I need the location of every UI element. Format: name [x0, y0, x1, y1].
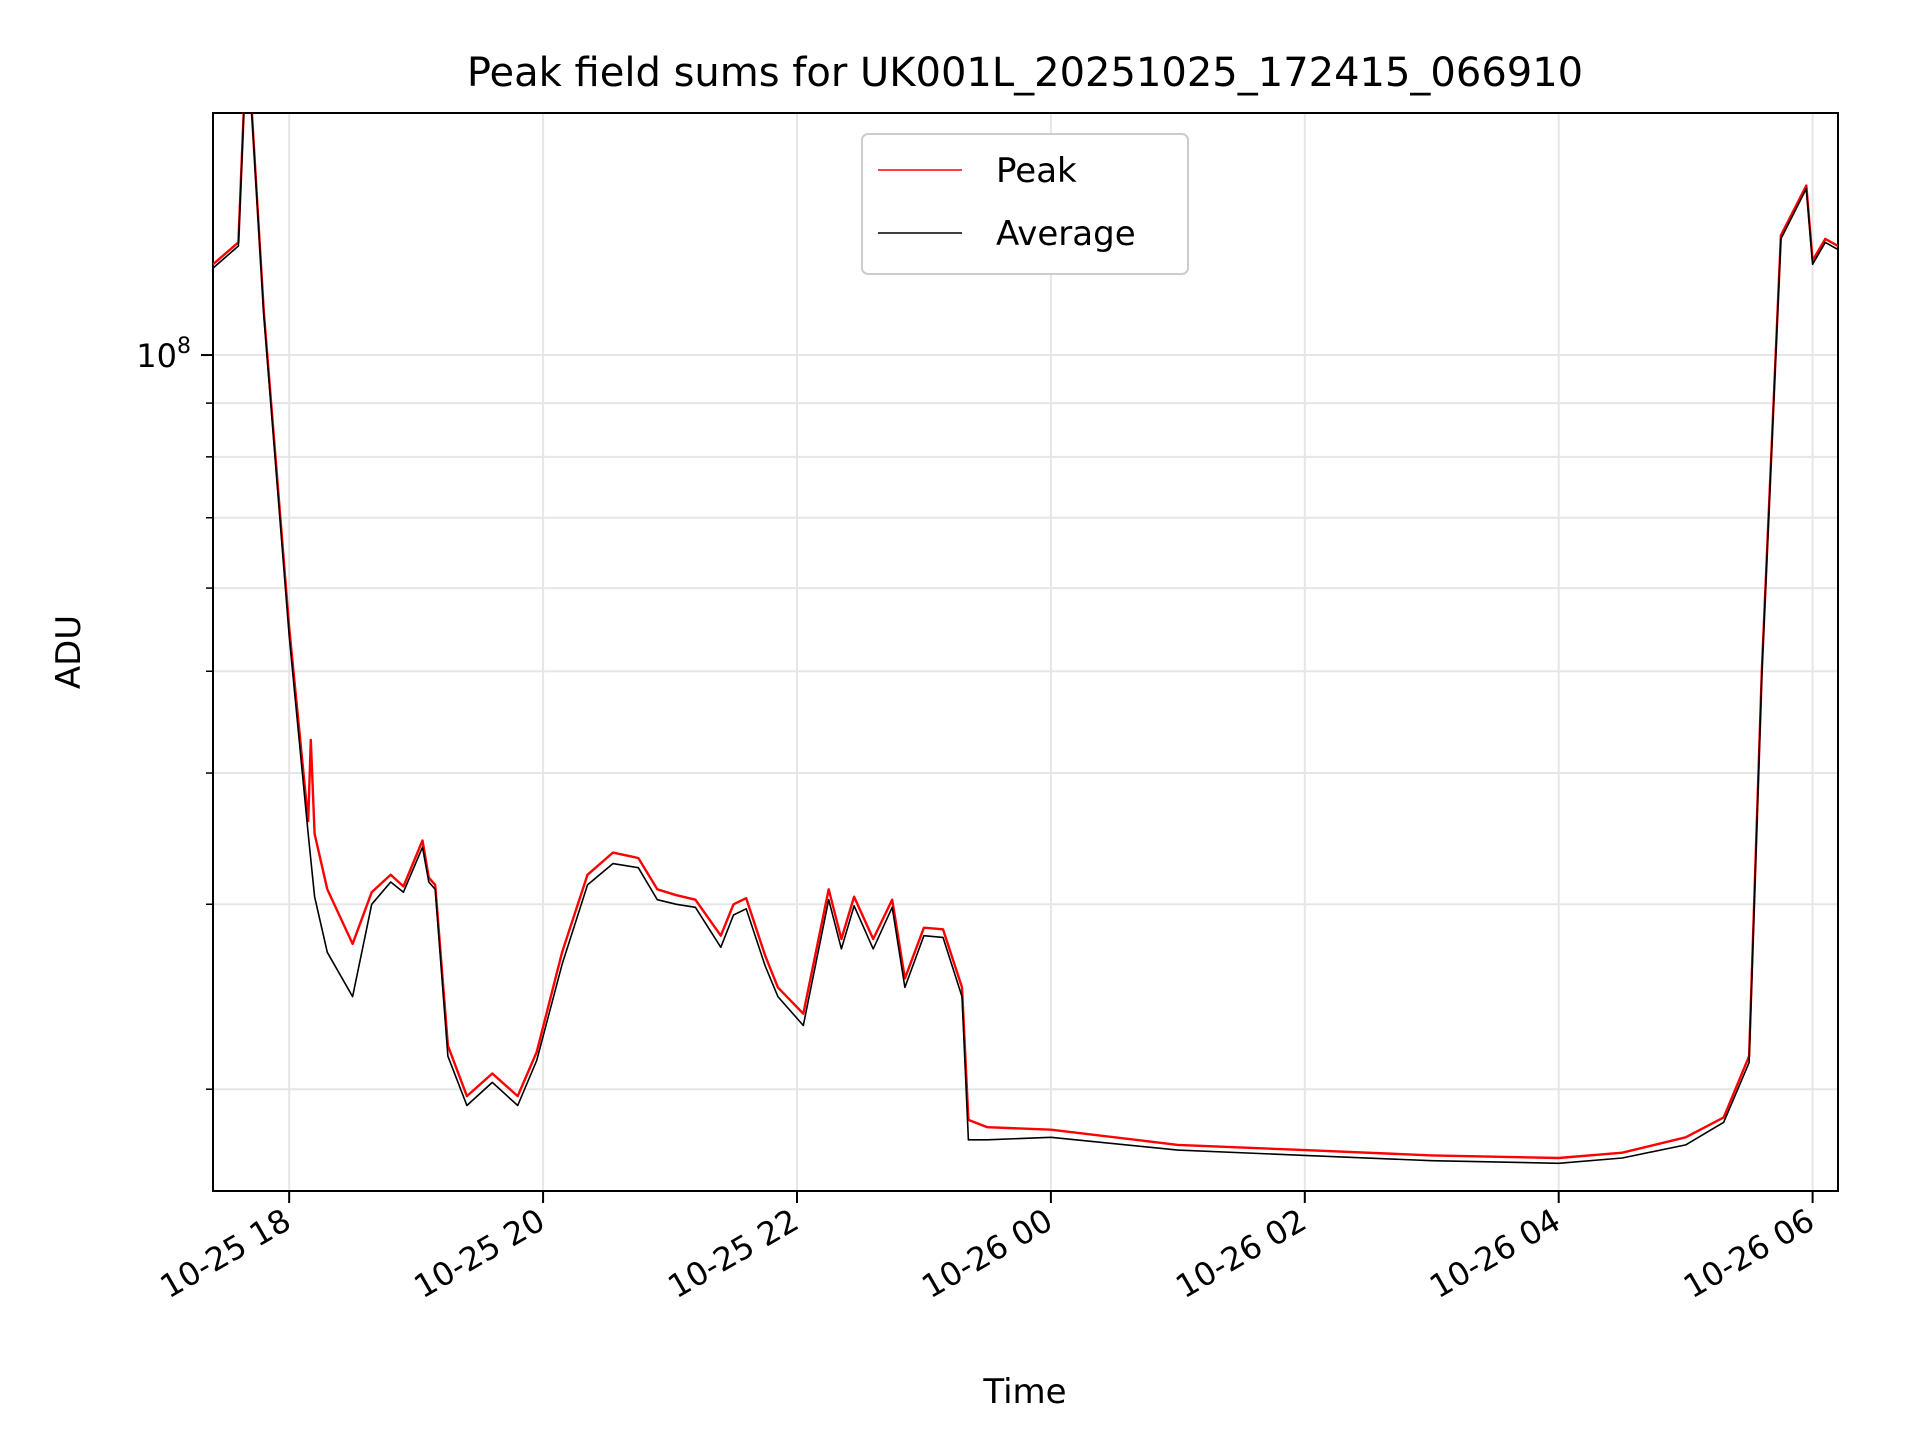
legend-label-average: Average: [996, 214, 1136, 254]
legend-label-peak: Peak: [996, 151, 1077, 191]
series-lines: [213, 113, 1838, 1165]
chart-title: Peak field sums for UK001L_20251025_1724…: [467, 50, 1583, 96]
series-line-peak: [213, 113, 1838, 1160]
plot-frame: [212, 112, 1839, 1192]
legend-box: [861, 133, 1189, 275]
legend: Peak Average: [861, 133, 1189, 275]
series-line-average: [213, 113, 1838, 1165]
y-axis-label: ADU: [49, 615, 89, 689]
x-axis-label: Time: [982, 1372, 1066, 1412]
y-tick-label-0: 108: [136, 334, 191, 375]
